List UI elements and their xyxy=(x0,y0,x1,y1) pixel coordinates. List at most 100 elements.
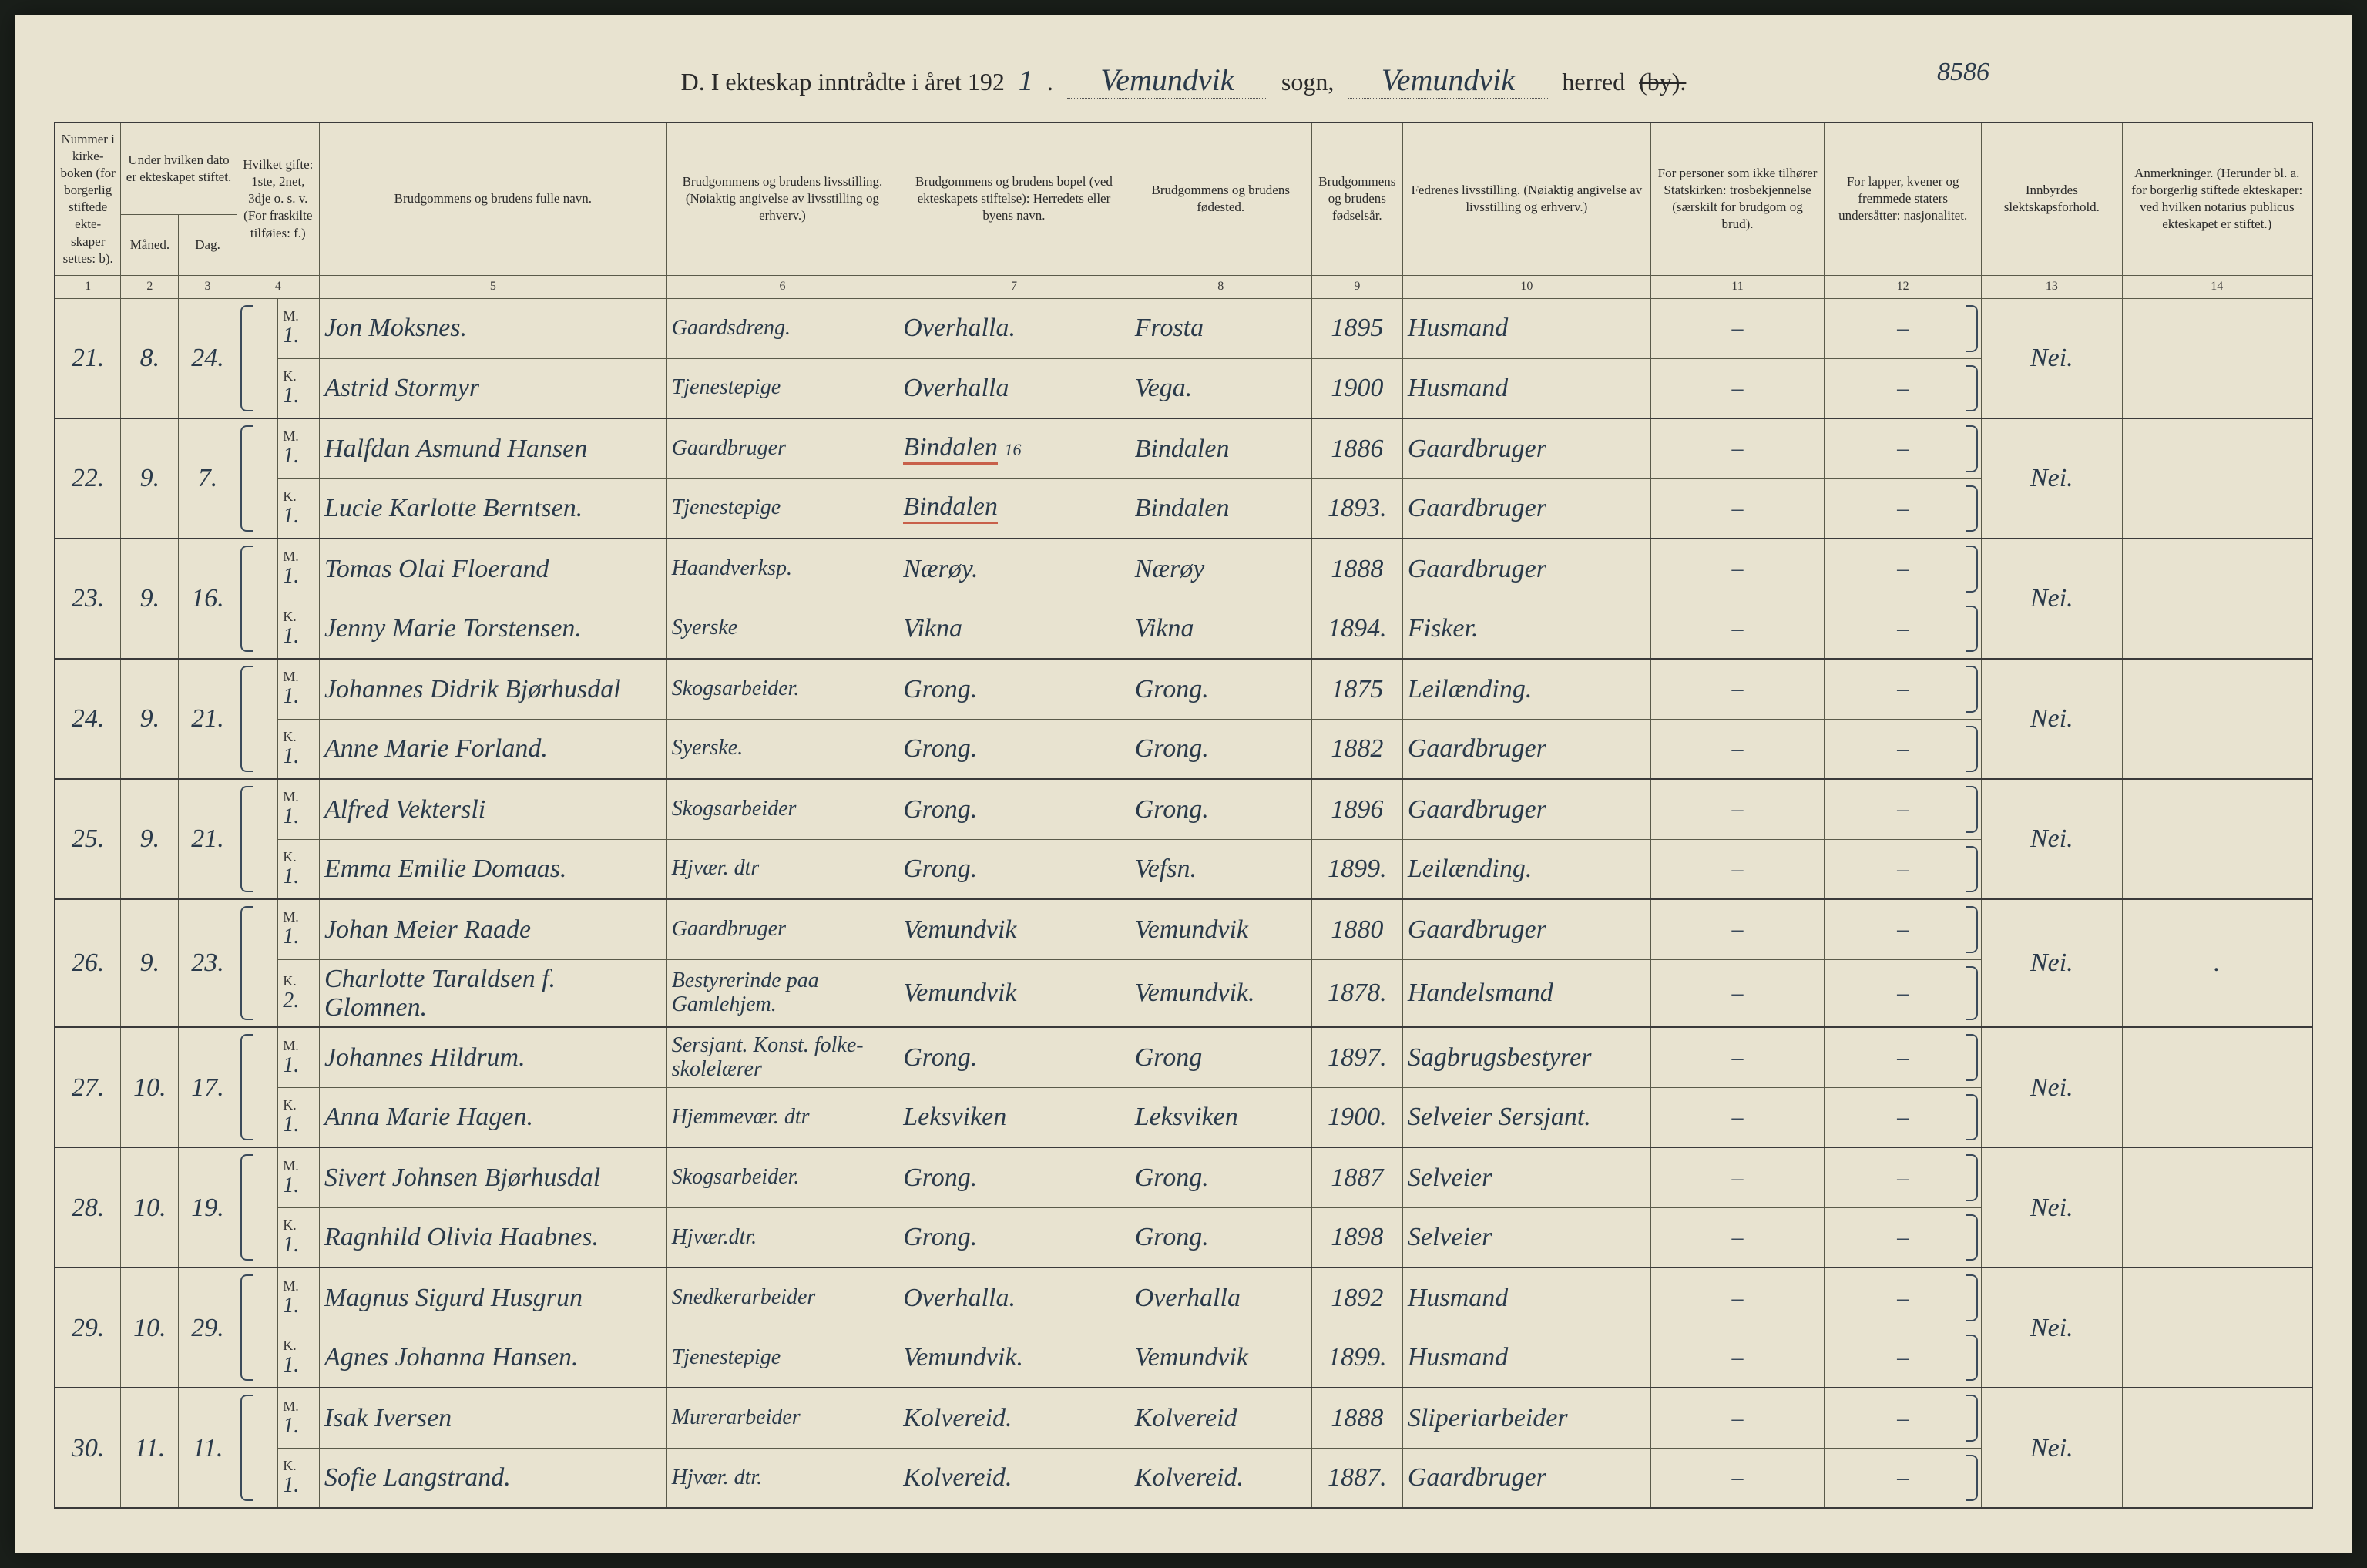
c12-cell: – xyxy=(1825,1147,1982,1207)
col-header: Hvilket gifte: 1ste, 2net, 3dje o. s. v.… xyxy=(237,123,319,275)
table-row: 25. 9. 21. M. 1. Alfred Vektersli Skogsa… xyxy=(55,779,2312,839)
table-row: K. 1. Anne Marie Forland. Syerske. Grong… xyxy=(55,719,2312,779)
stilling-cell: Skogsarbeider xyxy=(666,779,898,839)
far-cell: Gaardbruger xyxy=(1402,539,1650,599)
col-num: 7 xyxy=(898,275,1130,298)
c12-cell: – xyxy=(1825,1448,1982,1508)
c13-cell: Nei. xyxy=(1982,1388,2122,1508)
col-header: Under hvilken dato er ekte­skapet stifte… xyxy=(121,123,237,215)
name-cell: Johannes Didrik Bjørhusdal xyxy=(319,659,666,719)
col-subheader: Måned. xyxy=(121,215,179,276)
c12-cell: – xyxy=(1825,478,1982,539)
mk-cell: K. 1. xyxy=(278,599,320,659)
col-num: 5 xyxy=(319,275,666,298)
aar-cell: 1880 xyxy=(1311,899,1402,959)
fodested-cell: Kolvereid xyxy=(1130,1388,1311,1448)
entry-month: 9. xyxy=(121,899,179,1027)
mk-cell: M. 1. xyxy=(278,1147,320,1207)
fodested-cell: Kolvereid. xyxy=(1130,1448,1311,1508)
bopel-cell: Leksviken xyxy=(898,1087,1130,1147)
c11-cell: – xyxy=(1650,358,1824,418)
far-cell: Selveier xyxy=(1402,1207,1650,1267)
col-subheader: Dag. xyxy=(179,215,237,276)
far-cell: Sliperiarbeider xyxy=(1402,1388,1650,1448)
entry-month: 10. xyxy=(121,1027,179,1147)
bopel-cell: Vemundvik xyxy=(898,959,1130,1027)
far-cell: Fisker. xyxy=(1402,599,1650,659)
table-row: 26. 9. 23. M. 1. Johan Meier Raade Gaard… xyxy=(55,899,2312,959)
table-row: 30. 11. 11. M. 1. Isak Iversen Murerarbe… xyxy=(55,1388,2312,1448)
name-cell: Isak Iversen xyxy=(319,1388,666,1448)
bopel-cell: Grong. xyxy=(898,839,1130,899)
aar-cell: 1900. xyxy=(1311,1087,1402,1147)
far-cell: Husmand xyxy=(1402,1328,1650,1388)
c11-cell: – xyxy=(1650,959,1824,1027)
mk-cell: M. 1. xyxy=(278,539,320,599)
fodested-cell: Bindalen xyxy=(1130,478,1311,539)
col-num: 6 xyxy=(666,275,898,298)
entry-number: 21. xyxy=(55,298,121,418)
page-number: 8586 xyxy=(1937,58,1989,86)
name-cell: Alfred Vektersli xyxy=(319,779,666,839)
aar-cell: 1899. xyxy=(1311,1328,1402,1388)
aar-cell: 1894. xyxy=(1311,599,1402,659)
c13-cell: Nei. xyxy=(1982,1147,2122,1267)
c11-cell: – xyxy=(1650,1027,1824,1087)
aar-cell: 1875 xyxy=(1311,659,1402,719)
c11-cell: – xyxy=(1650,418,1824,478)
c12-cell: – xyxy=(1825,719,1982,779)
far-cell: Husmand xyxy=(1402,298,1650,358)
fodested-cell: Vemundvik. xyxy=(1130,959,1311,1027)
mk-cell: K. 1. xyxy=(278,1087,320,1147)
ledger-page: 8586 D. I ekteskap inntrådte i året 192 … xyxy=(15,15,2352,1553)
bopel-cell: Grong. xyxy=(898,659,1130,719)
table-row: K. 1. Sofie Langstrand. Hjvær. dtr. Kolv… xyxy=(55,1448,2312,1508)
fodested-cell: Nærøy xyxy=(1130,539,1311,599)
col-num: 14 xyxy=(2122,275,2312,298)
name-cell: Astrid Stormyr xyxy=(319,358,666,418)
fodested-cell: Vemundvik xyxy=(1130,899,1311,959)
far-cell: Handelsmand xyxy=(1402,959,1650,1027)
bopel-cell: Bindalen xyxy=(898,478,1130,539)
bracket xyxy=(237,539,278,659)
c13-cell: Nei. xyxy=(1982,779,2122,899)
col-header: Brudgommens og brudens fulle navn. xyxy=(319,123,666,275)
col-header: Nummer i kirke­boken (for bor­gerlig sti… xyxy=(55,123,121,275)
table-row: 28. 10. 19. M. 1. Sivert Johnsen Bjørhus… xyxy=(55,1147,2312,1207)
c11-cell: – xyxy=(1650,539,1824,599)
aar-cell: 1900 xyxy=(1311,358,1402,418)
far-cell: Selveier Sersjant. xyxy=(1402,1087,1650,1147)
stilling-cell: Tjenestepige xyxy=(666,358,898,418)
entry-day: 11. xyxy=(179,1388,237,1508)
heading-herred-value: Vemundvik xyxy=(1348,62,1548,99)
bracket xyxy=(237,1388,278,1508)
far-cell: Leilænding. xyxy=(1402,839,1650,899)
mk-cell: K. 1. xyxy=(278,1328,320,1388)
entry-day: 19. xyxy=(179,1147,237,1267)
table-row: K. 1. Anna Marie Hagen. Hjemmevær. dtr L… xyxy=(55,1087,2312,1147)
entry-month: 9. xyxy=(121,779,179,899)
aar-cell: 1887 xyxy=(1311,1147,1402,1207)
bopel-cell: Grong. xyxy=(898,719,1130,779)
c12-cell: – xyxy=(1825,1087,1982,1147)
bopel-cell: Vemundvik xyxy=(898,899,1130,959)
stilling-cell: Tjenestepige xyxy=(666,478,898,539)
name-cell: Ragnhild Olivia Haabnes. xyxy=(319,1207,666,1267)
c12-cell: – xyxy=(1825,659,1982,719)
col-num: 9 xyxy=(1311,275,1402,298)
c12-cell: – xyxy=(1825,539,1982,599)
col-header: Brudgommens og brudens livsstilling. (Nø… xyxy=(666,123,898,275)
entry-month: 11. xyxy=(121,1388,179,1508)
aar-cell: 1882 xyxy=(1311,719,1402,779)
far-cell: Husmand xyxy=(1402,358,1650,418)
c14-cell xyxy=(2122,659,2312,779)
mk-cell: K. 1. xyxy=(278,358,320,418)
c13-cell: Nei. xyxy=(1982,298,2122,418)
c12-cell: – xyxy=(1825,1388,1982,1448)
mk-cell: M. 1. xyxy=(278,899,320,959)
name-cell: Anna Marie Hagen. xyxy=(319,1087,666,1147)
col-num: 11 xyxy=(1650,275,1824,298)
entry-number: 29. xyxy=(55,1267,121,1388)
col-header: Brudgom­mens og brudens fødsels­år. xyxy=(1311,123,1402,275)
mk-cell: K. 1. xyxy=(278,1207,320,1267)
